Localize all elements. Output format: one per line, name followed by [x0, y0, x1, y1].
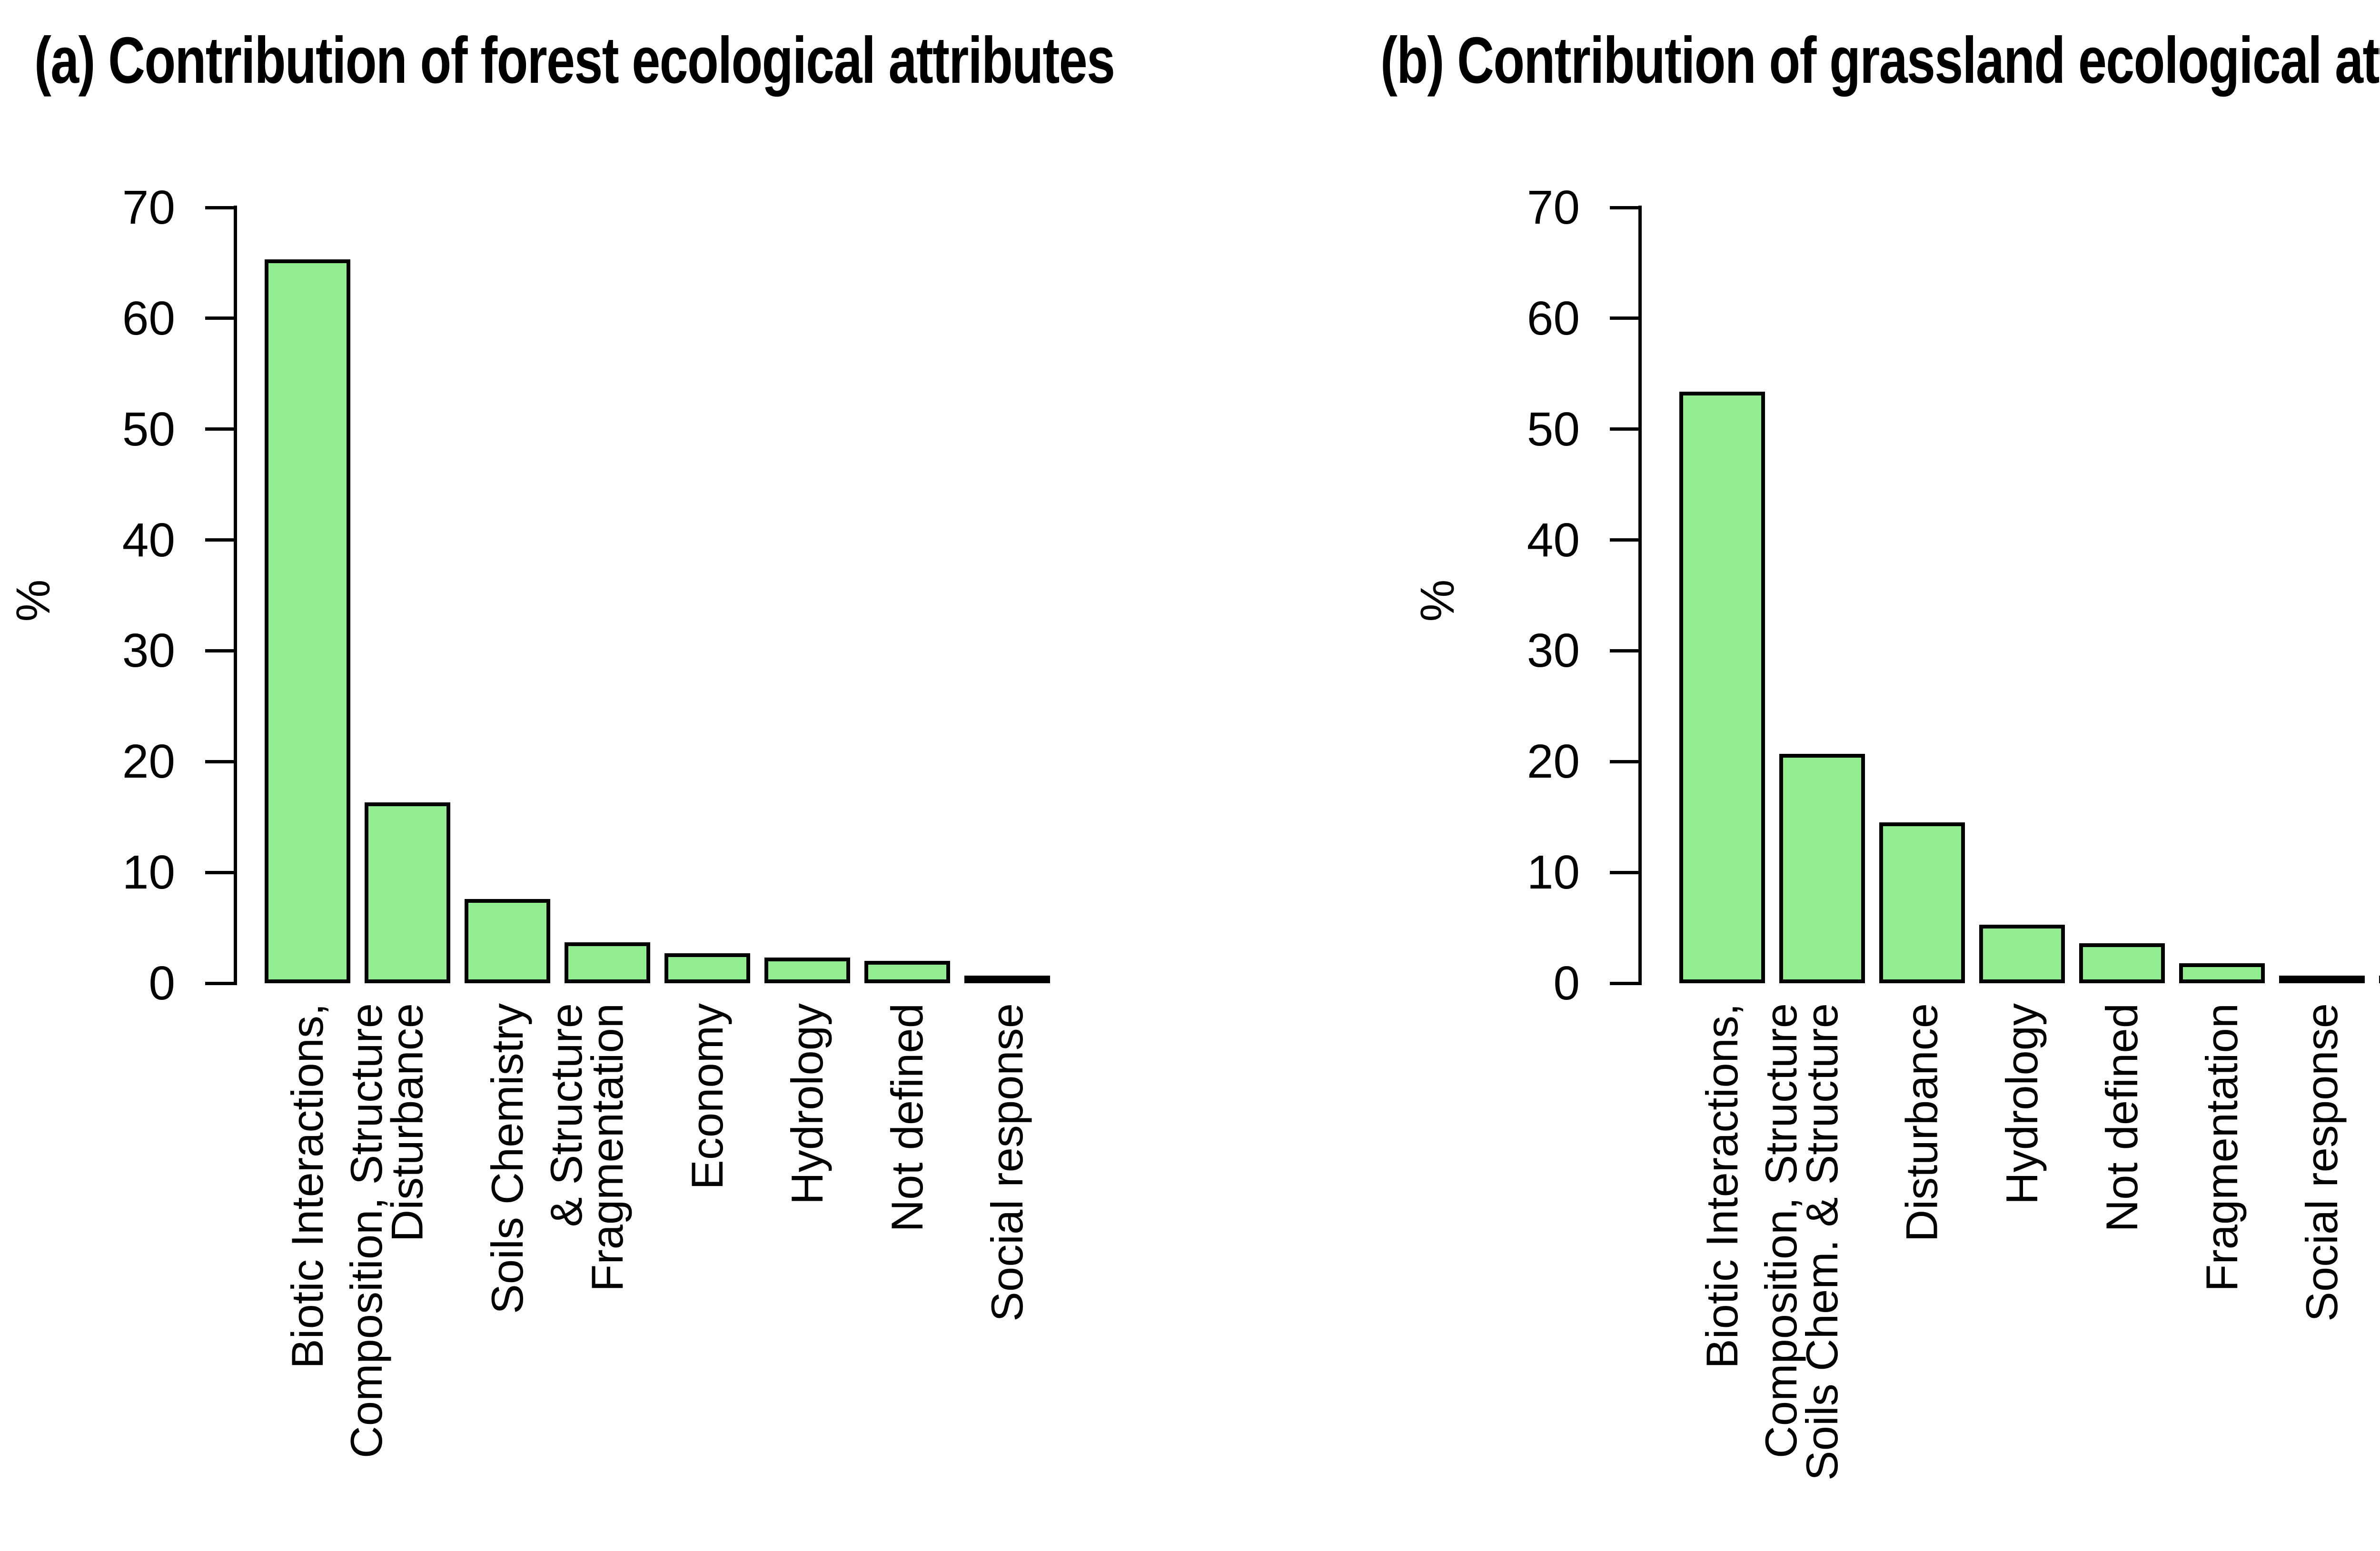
y-axis-tick	[1610, 649, 1638, 652]
bar-biotic-interactions-composition-structure	[1679, 392, 1765, 983]
bar-fragmentation	[2179, 963, 2265, 983]
y-axis-tick	[1610, 316, 1638, 320]
bar-fragmentation	[565, 942, 650, 983]
y-axis-tick-label: 60	[1527, 291, 1580, 345]
x-axis-label-text: Not defined	[2097, 1003, 2147, 1232]
chart-title-a: (a) Contribution of forest ecological at…	[34, 24, 1115, 97]
y-axis-tick-label: 60	[122, 291, 175, 345]
bar-hydrology	[1979, 925, 2065, 983]
y-axis-tick-label: 40	[122, 513, 175, 567]
y-axis-tick-label: 20	[1527, 735, 1580, 789]
y-axis-tick	[1610, 427, 1638, 431]
y-axis-tick	[205, 760, 234, 763]
y-axis-tick	[205, 870, 234, 874]
y-axis-tick-label: 70	[1527, 181, 1580, 234]
y-axis-tick-label: 50	[122, 402, 175, 456]
y-axis-tick-label: 30	[1527, 624, 1580, 678]
y-axis-tick	[1610, 206, 1638, 209]
y-axis-tick-label: 30	[122, 624, 175, 678]
y-axis-line	[234, 206, 237, 985]
y-axis-tick-label: 40	[1527, 513, 1580, 567]
y-axis-label-b: %	[1410, 579, 1464, 622]
bar-hydrology	[764, 958, 850, 983]
bar-disturbance	[1879, 822, 1965, 983]
bar-soils-chemistry-structure	[465, 899, 550, 983]
y-axis-line	[1638, 206, 1642, 985]
y-axis-tick-label: 0	[1553, 957, 1580, 1010]
bar-social-response	[964, 976, 1050, 983]
y-axis-tick	[205, 981, 234, 985]
plot-area-a: 0 10 20 30 40 50 60 70 Biotic Interactions, Compo…	[122, 184, 1094, 1458]
y-axis-tick	[205, 316, 234, 320]
bar-not-defined	[2079, 943, 2165, 983]
bar-social-response	[2279, 976, 2365, 983]
x-axis-label-text: Disturbance	[1897, 1003, 1947, 1242]
y-axis-tick-label: 20	[122, 735, 175, 789]
y-axis-tick	[205, 538, 234, 542]
bar-soils-chem-structure	[1779, 754, 1865, 983]
y-axis-tick-label: 10	[1527, 846, 1580, 899]
x-axis-label-text: Soils Chem. & Structure	[1797, 1003, 1847, 1481]
x-axis-label-text: Hydrology	[1997, 1003, 2047, 1205]
y-axis-tick-label: 10	[122, 846, 175, 899]
x-axis-label-text: Social response	[2297, 1003, 2347, 1322]
x-axis-label-text: Fragmentation	[2197, 1003, 2247, 1292]
y-axis-tick-label: 0	[149, 957, 175, 1010]
plot-area-b: 0 10 20 30 40 50 60 70 Biotic Interactions, Compo…	[1527, 184, 2380, 1481]
y-axis-tick	[1610, 760, 1638, 763]
y-axis-tick	[205, 649, 234, 652]
bar-biotic-interactions-composition-structure	[265, 259, 350, 983]
y-axis-tick	[205, 427, 234, 431]
y-axis-tick	[1610, 870, 1638, 874]
bar-disturbance	[365, 802, 450, 983]
y-axis-tick	[205, 206, 234, 209]
bar-not-defined	[864, 961, 950, 983]
y-axis-tick	[1610, 981, 1638, 985]
y-axis-tick-label: 50	[1527, 402, 1580, 456]
bar-economy	[664, 953, 750, 983]
bar-economy	[2379, 976, 2380, 983]
y-axis-tick-label: 70	[122, 181, 175, 234]
chart-title-b: (b) Contribution of grassland ecological…	[1380, 24, 2380, 97]
y-axis-tick	[1610, 538, 1638, 542]
